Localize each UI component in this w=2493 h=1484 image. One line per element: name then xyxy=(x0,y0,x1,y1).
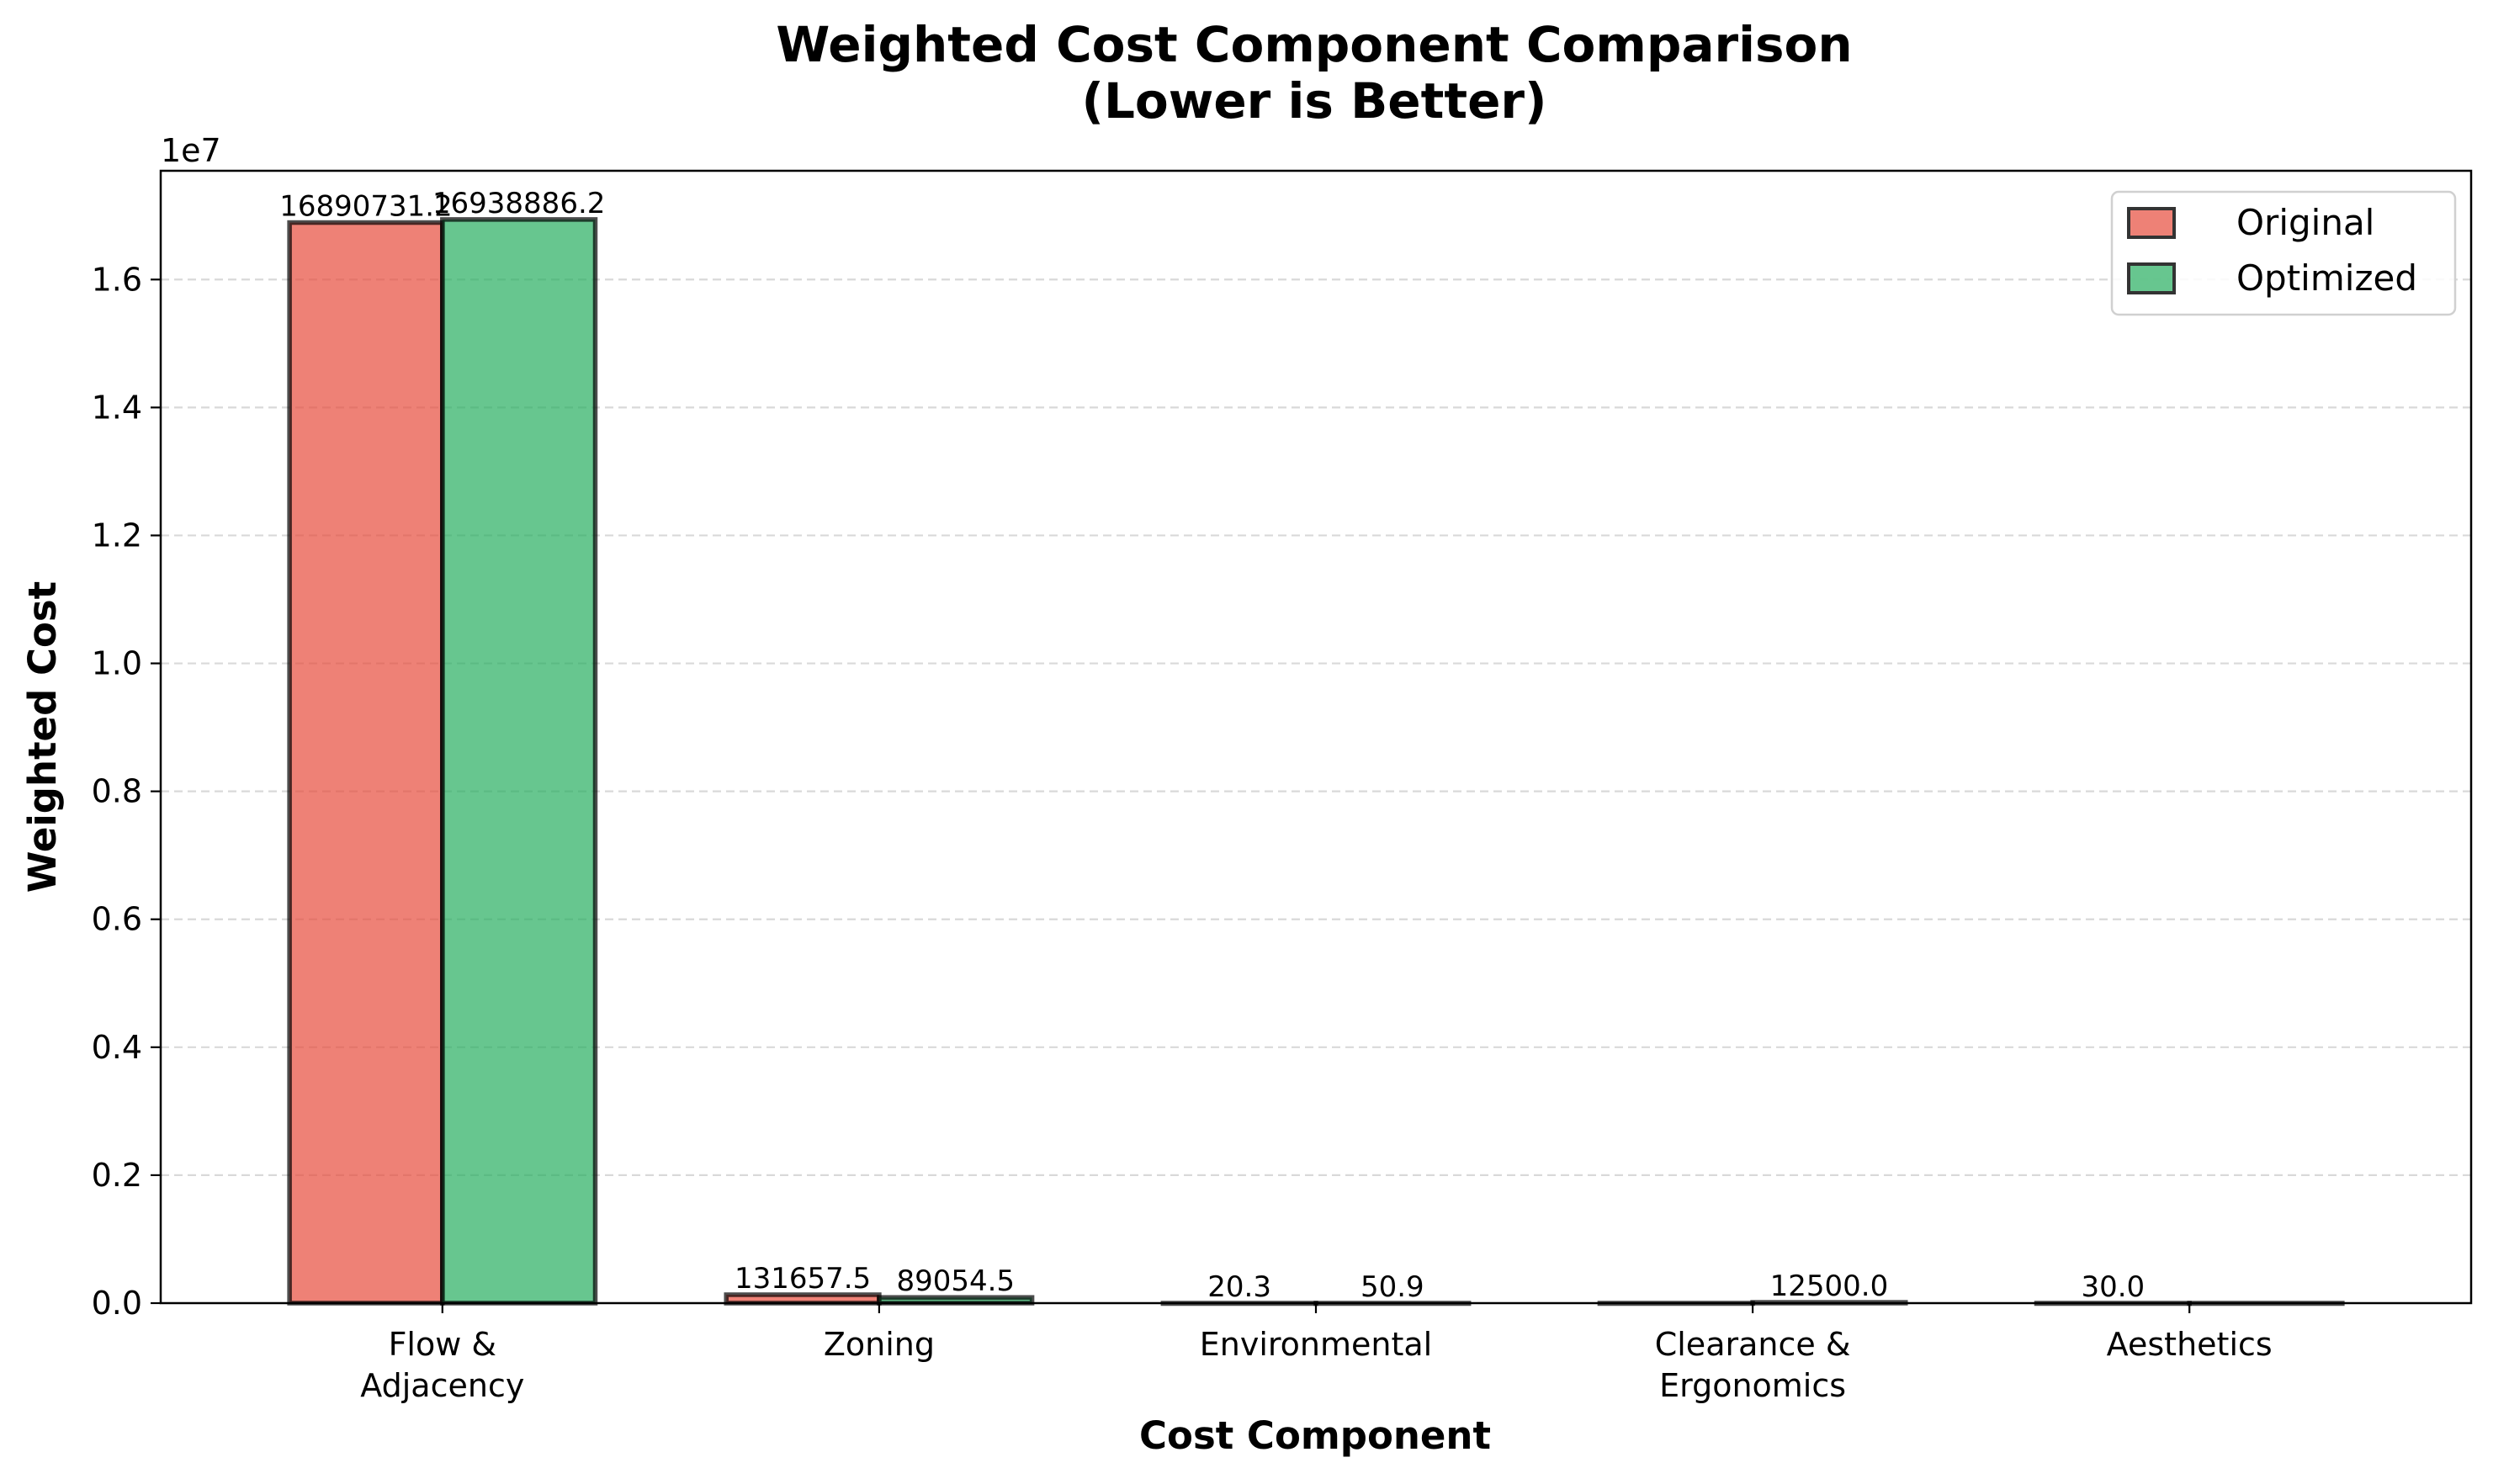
chart-subtitle: (Lower is Better) xyxy=(1081,72,1546,130)
y-tick-label: 1.4 xyxy=(92,389,142,426)
bars-group xyxy=(287,217,2345,1306)
legend-frame xyxy=(2110,190,2457,316)
legend-label-original: Original xyxy=(2236,202,2374,243)
y-axis-offset-label: 1e7 xyxy=(161,132,221,169)
x-tick-label: Aesthetics xyxy=(2107,1326,2273,1363)
y-tick-label: 0.4 xyxy=(92,1029,142,1066)
data-labels-group: 16890731.2 131657.5 20.3 30.0 16938886.2 8905… xyxy=(279,187,2145,1304)
bar-original-1 xyxy=(724,1292,882,1306)
y-tick-label: 0.6 xyxy=(92,901,142,938)
x-tick-label: Zoning xyxy=(824,1326,935,1363)
bar-optimized-0 xyxy=(440,217,598,1306)
legend-swatch-original xyxy=(2127,207,2176,239)
y-axis-label: Weighted Cost xyxy=(20,581,65,893)
x-axis-ticks: Flow & Adjacency Zoning Environmental Cleara… xyxy=(360,1303,2273,1404)
x-axis-label: Cost Component xyxy=(1139,1413,1491,1458)
legend-label-optimized: Optimized xyxy=(2236,257,2417,299)
y-tick-label: 0.8 xyxy=(92,773,142,810)
legend: Original Optimized xyxy=(2110,190,2457,316)
y-tick-label: 1.0 xyxy=(92,645,142,682)
y-axis-ticks: 0.0 0.2 0.4 0.6 0.8 1.0 1.2 1.4 1.6 xyxy=(92,261,161,1322)
bar-original-0 xyxy=(287,220,445,1306)
data-label-original-0: 16890731.2 xyxy=(279,190,453,224)
data-label-original-1: 131657.5 xyxy=(735,1262,871,1296)
y-tick-label: 0.0 xyxy=(92,1285,142,1322)
y-tick-label: 1.2 xyxy=(92,517,142,554)
x-tick-label: Clearance & xyxy=(1655,1326,1851,1363)
y-tick-label: 1.6 xyxy=(92,261,142,298)
chart-title: Weighted Cost Component Comparison xyxy=(776,16,1852,73)
data-label-optimized-2: 50.9 xyxy=(1361,1270,1424,1304)
data-label-optimized-1: 89054.5 xyxy=(896,1264,1015,1298)
data-label-original-2: 20.3 xyxy=(1207,1270,1271,1304)
x-tick-label: Flow & xyxy=(389,1326,496,1363)
data-label-optimized-3: 12500.0 xyxy=(1770,1269,1889,1303)
x-tick-label: Ergonomics xyxy=(1659,1367,1846,1404)
data-label-original-4: 30.0 xyxy=(2081,1270,2145,1304)
y-tick-label: 0.2 xyxy=(92,1157,142,1194)
legend-swatch-optimized xyxy=(2127,262,2176,294)
x-tick-label: Adjacency xyxy=(360,1367,524,1404)
x-tick-label: Environmental xyxy=(1200,1326,1432,1363)
data-label-optimized-0: 16938886.2 xyxy=(432,187,606,220)
